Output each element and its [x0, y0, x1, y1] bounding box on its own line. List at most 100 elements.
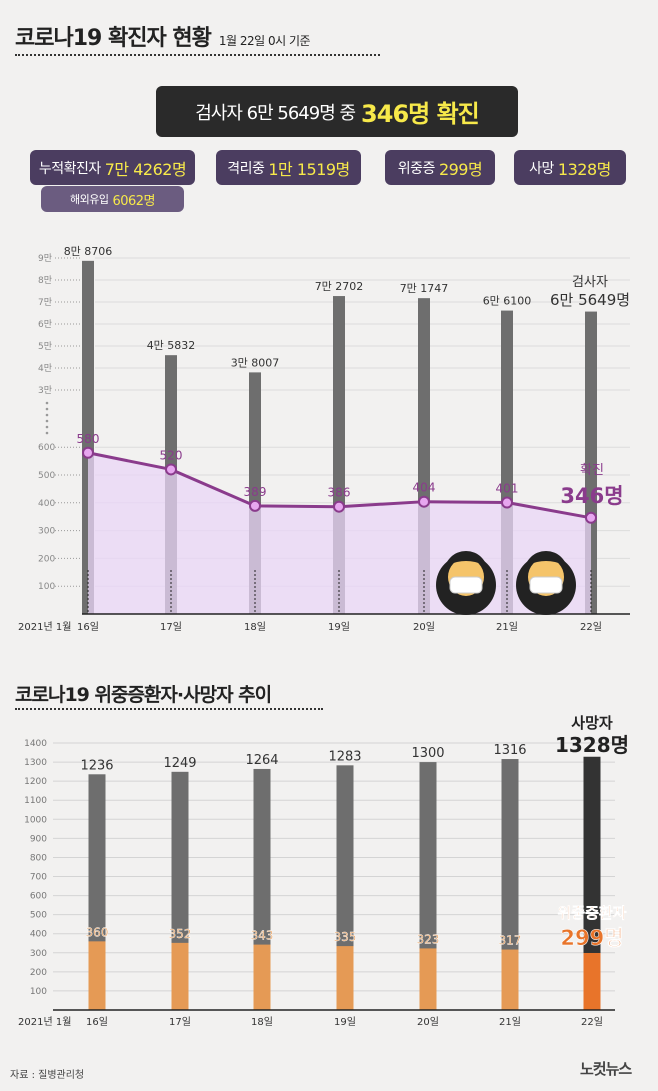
- confirmed-annotation-value: 346명: [560, 484, 623, 508]
- stat-label: 격리중: [227, 160, 265, 177]
- severe-label: 360: [86, 925, 109, 939]
- confirmed-label: 386: [328, 486, 351, 500]
- y-tick-label: 1400: [24, 739, 47, 749]
- y-tick-label: 7만: [38, 297, 52, 308]
- severe-label: 335: [334, 930, 357, 944]
- face-mask-icon: [529, 576, 563, 594]
- axis-break-dot: [45, 425, 49, 429]
- stat-isolated: 격리중 1만 1519명: [216, 150, 361, 185]
- confirmed-label: 520: [160, 448, 183, 462]
- y-tick-label: 400: [30, 930, 47, 940]
- severe-bar: [253, 944, 271, 1010]
- x-tick-label: 17일: [169, 1016, 191, 1028]
- y-tick-label: 5만: [38, 341, 52, 352]
- x-tick-label: 18일: [244, 621, 266, 633]
- y-tick-label: 300: [30, 949, 47, 959]
- logo: 노컷뉴스: [580, 1060, 632, 1078]
- y-tick-label: 700: [30, 873, 47, 883]
- confirmed-annotation-title: 확진: [580, 463, 604, 478]
- axis-break-dot: [45, 419, 49, 423]
- deaths-bar: [419, 762, 437, 1010]
- stat-label: 위중증: [397, 160, 436, 177]
- stat-label: 사망: [529, 160, 554, 177]
- severe-annotation-title: 위중증환자: [557, 904, 626, 922]
- tests-label: 8만 8706: [64, 245, 113, 258]
- headline-prefix: 검사자 6만 5649명 중: [195, 102, 356, 124]
- source-note: 자료 : 질병관리청: [10, 1070, 85, 1081]
- confirmed-label: 580: [77, 432, 100, 446]
- deaths-label: 1300: [411, 746, 444, 761]
- y-tick-label: 200: [30, 968, 47, 978]
- tests-label: 3만 8007: [231, 356, 280, 369]
- stat-label: 누적확진자: [38, 160, 101, 177]
- stat-imported: 해외유입 6062명: [41, 186, 184, 212]
- x-tick-label: 16일: [77, 621, 99, 633]
- severe-label: 317: [499, 934, 522, 948]
- y-tick-label: 8만: [38, 275, 52, 286]
- confirmed-point: [418, 495, 430, 508]
- y-tick-label: 3만: [38, 385, 52, 396]
- confirmed-point: [82, 446, 94, 459]
- title-text: 코로나19 확진자 현황: [15, 26, 212, 51]
- deaths-bar: [583, 756, 601, 1010]
- x-tick-label: 20일: [413, 621, 435, 633]
- stat-value: 6062명: [112, 193, 156, 209]
- y-tick-label: 300: [38, 527, 55, 537]
- x-tick-label: 20일: [417, 1016, 439, 1028]
- x-axis-prefix: 2021년 1월: [18, 621, 71, 633]
- tests-annotation-value: 6만 5649명: [550, 291, 630, 309]
- x-tick-label: 19일: [328, 621, 350, 633]
- deaths-annotation-title: 사망자: [571, 714, 613, 732]
- severe-label: 343: [251, 929, 274, 943]
- severe-bar: [419, 948, 437, 1010]
- face-mask-icon: [449, 576, 483, 594]
- headline-highlight: 346명 확진: [361, 100, 480, 128]
- x-tick-label: 17일: [160, 621, 182, 633]
- severe-bar: [336, 946, 354, 1010]
- severe-label: 323: [417, 932, 440, 946]
- x-tick-label: 21일: [499, 1016, 521, 1028]
- stat-value: 1만 1519명: [268, 159, 350, 179]
- axis-break-dot: [45, 401, 49, 405]
- page-title: 코로나19 확진자 현황 1월 22일 0시 기준: [15, 20, 311, 52]
- x-tick-label: 21일: [496, 621, 518, 633]
- confirmed-label: 401: [496, 482, 519, 496]
- section2-title: 코로나19 위중증환자·사망자 추이: [15, 684, 272, 706]
- y-tick-label: 500: [38, 471, 55, 481]
- deaths-label: 1316: [493, 743, 526, 758]
- y-tick-label: 4만: [38, 363, 52, 374]
- confirmed-point: [501, 496, 513, 509]
- deaths-label: 1236: [80, 758, 113, 773]
- headline-box: 검사자 6만 5649명 중 346명 확진: [156, 86, 518, 137]
- y-tick-label: 600: [30, 892, 47, 902]
- severe-bar: [583, 952, 601, 1010]
- y-tick-label: 400: [38, 499, 55, 509]
- confirmed-point: [585, 511, 597, 524]
- stat-value: 1328명: [557, 159, 611, 179]
- tests-label: 6만 6100: [483, 295, 532, 308]
- confirmed-label: 389: [244, 485, 267, 499]
- person-bangs-icon: [524, 557, 568, 570]
- confirmed-label: 404: [413, 481, 436, 495]
- tests-annotation-title: 검사자: [572, 275, 608, 290]
- y-tick-label: 100: [38, 582, 55, 592]
- y-tick-label: 800: [30, 853, 47, 863]
- tests-label: 4만 5832: [147, 339, 196, 352]
- deaths-label: 1264: [245, 753, 278, 768]
- axis-break-dot: [45, 407, 49, 411]
- y-tick-label: 1300: [24, 758, 47, 768]
- confirmed-point: [165, 463, 177, 476]
- deaths-label: 1283: [328, 749, 361, 764]
- x-tick-label: 19일: [334, 1016, 356, 1028]
- x-tick-label: 22일: [580, 621, 602, 633]
- subtitle: 1월 22일 0시 기준: [218, 34, 311, 48]
- axis-break-dot: [45, 431, 49, 435]
- y-tick-label: 1100: [24, 796, 47, 806]
- tests-label: 7만 2702: [315, 280, 364, 293]
- y-tick-label: 6만: [38, 319, 52, 330]
- y-tick-label: 600: [38, 443, 55, 453]
- stat-label: 해외유입: [69, 193, 109, 206]
- stat-deaths: 사망 1328명: [514, 150, 626, 185]
- severe-bar: [501, 949, 519, 1010]
